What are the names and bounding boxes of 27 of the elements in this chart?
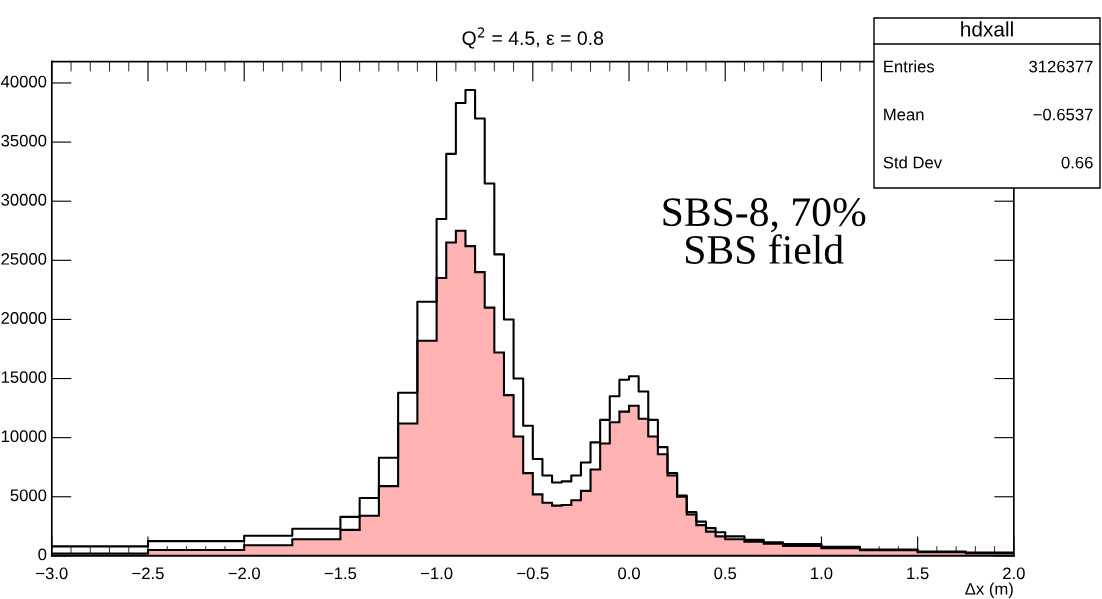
- y-tick-label: 25000: [1, 252, 47, 265]
- x-tick-label: −2.5: [132, 567, 164, 580]
- chart-title: Q$^{2}$ = 4.5, ε = 0.8: [462, 27, 604, 49]
- x-tick-label: 0.0: [618, 567, 640, 580]
- y-tick-label: 30000: [1, 193, 47, 206]
- y-tick-label: 20000: [1, 312, 47, 324]
- y-tick-label: 15000: [1, 371, 47, 384]
- x-tick-label: 0.5: [714, 567, 737, 580]
- text: hdxall: [961, 21, 1013, 37]
- x-tick-label: −0.5: [517, 567, 549, 580]
- x-tick-label: −1.0: [420, 567, 453, 580]
- x-axis-title: Δx (m): [965, 582, 1013, 599]
- x-tick-label: −1.5: [324, 567, 357, 580]
- y-tick-label: 40000: [0, 75, 47, 88]
- text: Std Dev 0.66: [883, 156, 1093, 169]
- y-tick-label: 35000: [1, 134, 47, 147]
- y-tick-label: 0: [38, 548, 47, 561]
- annotation: SBS-8, 70% SBS field: [663, 198, 866, 264]
- x-tick-label: 1.5: [907, 567, 929, 580]
- x-tick-label: −3.0: [36, 567, 68, 580]
- x-tick-label: 1.0: [811, 567, 833, 580]
- y-tick-label: 5000: [10, 489, 47, 502]
- y-tick-label: 10000: [1, 430, 47, 443]
- text: Entries 3126377: [884, 60, 1093, 73]
- text: Mean −0.6537: [884, 108, 1093, 121]
- x-tick-label: 2.0: [1003, 567, 1025, 580]
- x-tick-label: −2.0: [228, 567, 260, 580]
